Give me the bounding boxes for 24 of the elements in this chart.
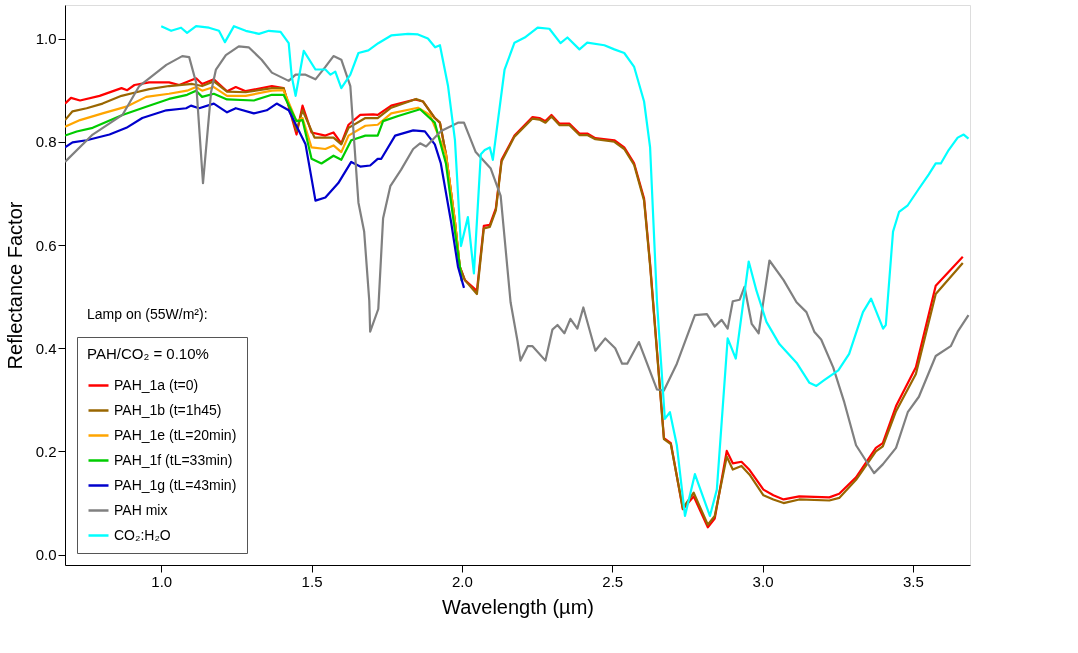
- y-tick-label: 0.8: [35, 133, 57, 151]
- x-tick-label: 1.5: [301, 572, 323, 590]
- y-tick-label: 1.0: [35, 30, 57, 48]
- x-axis-title: Wavelength (µm): [442, 595, 594, 618]
- legend-label: PAH_1a (t=0): [114, 376, 199, 393]
- line-series: [65, 45, 970, 475]
- y-tick-label: 0.0: [35, 546, 57, 564]
- legend-title: PAH/CO₂ = 0.10%: [87, 345, 209, 362]
- legend-label: PAH_1b (t=1h45): [114, 401, 222, 418]
- legend-label: PAH_1g (tL=43min): [114, 476, 237, 493]
- legend-label: PAH_1f (tL=33min): [114, 451, 233, 468]
- y-axis-title: Reflectance Factor: [3, 201, 26, 370]
- x-tick-label: 3.5: [902, 572, 924, 590]
- legend-label: PAH_1e (tL=20min): [114, 426, 237, 443]
- y-tick-label: 0.4: [35, 339, 57, 357]
- y-tick-label: 0.6: [35, 236, 57, 254]
- annotation: Lamp on (55W/m²):: [87, 306, 208, 322]
- x-tick-label: 2.5: [602, 572, 624, 590]
- legend-label: PAH mix: [114, 501, 168, 518]
- y-tick-label: 0.2: [35, 442, 57, 460]
- x-tick-label: 2.0: [451, 572, 473, 590]
- x-tick-label: 1.0: [151, 572, 173, 590]
- legend-label: CO₂:H₂O: [114, 526, 171, 543]
- x-tick-label: 3.0: [752, 572, 774, 590]
